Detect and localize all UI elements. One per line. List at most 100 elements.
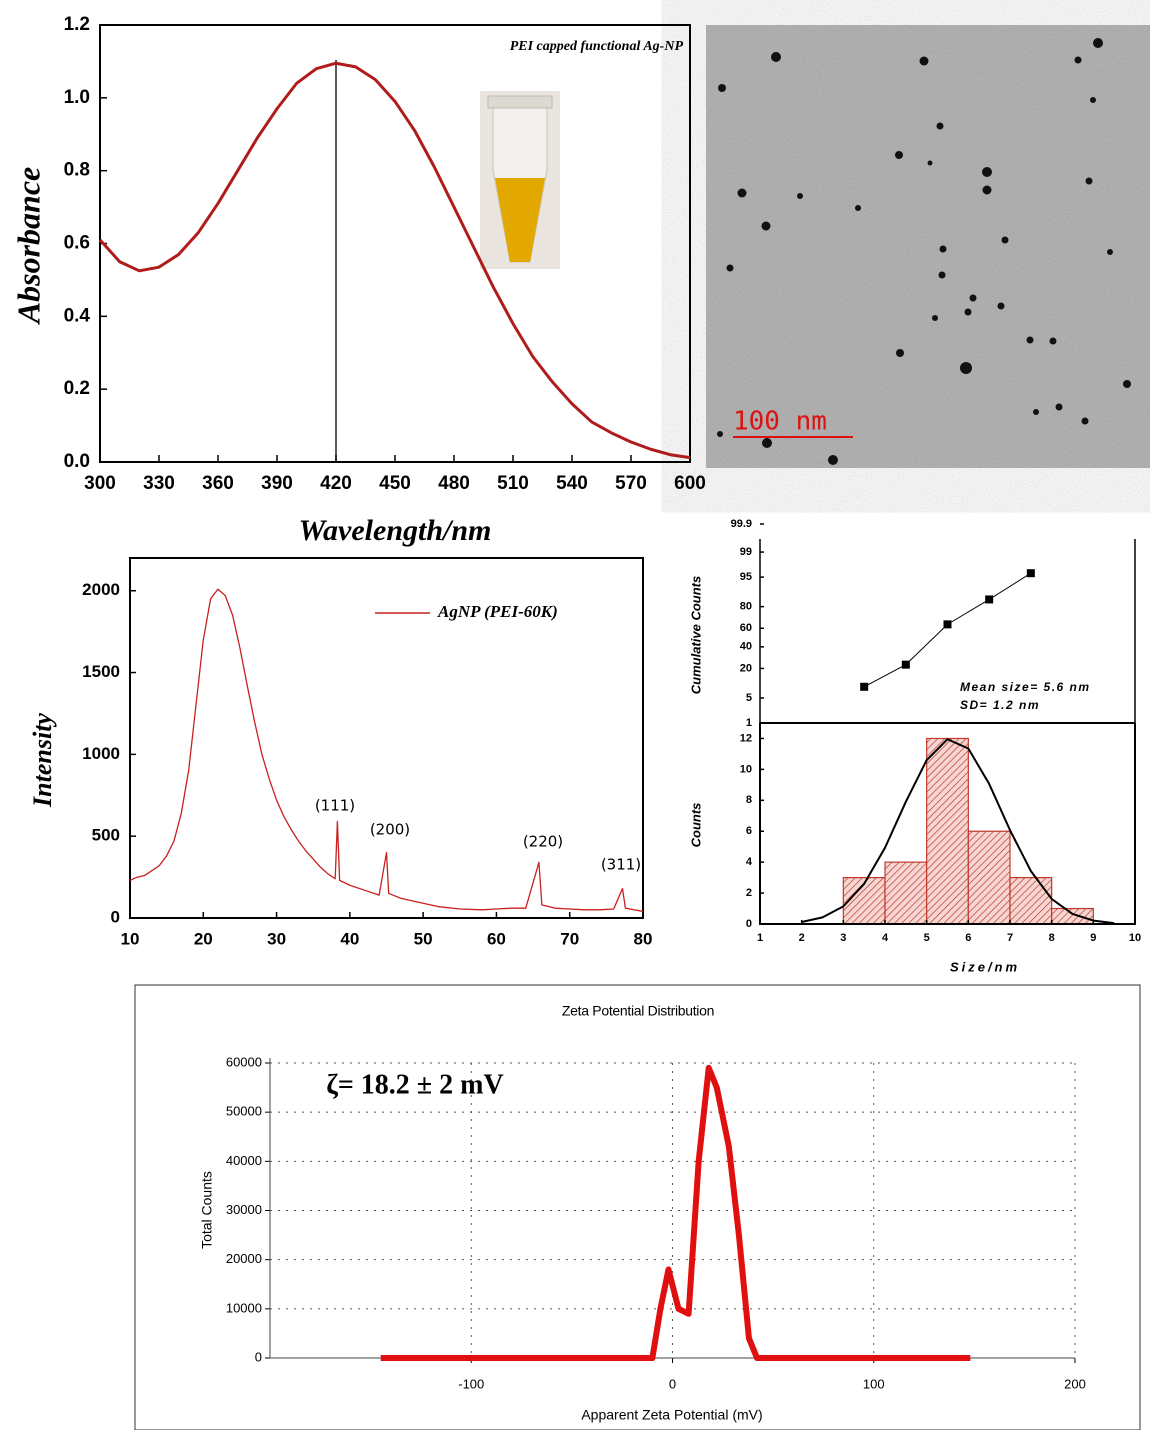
y-tick-label: 40000	[226, 1153, 262, 1168]
annotation: SD= 1.2 nm	[960, 698, 1040, 712]
x-tick-label: 4	[882, 932, 889, 944]
y-tick-label: 60000	[226, 1054, 262, 1069]
x-tick-label: 20	[194, 929, 213, 948]
x-tick-label: 30	[267, 929, 286, 948]
plot-frame	[134, 984, 1141, 1430]
bar	[967, 830, 1011, 925]
y-tick-label: 8	[746, 794, 752, 806]
y-axis-label: Cumulative Counts	[688, 576, 703, 694]
y-tick-label: 10	[740, 763, 752, 775]
x-tick-label: 5	[924, 932, 930, 944]
data-point	[901, 660, 910, 669]
y-axis-label: Total Counts	[199, 1171, 215, 1249]
y-tick-label: 99	[740, 546, 752, 558]
data-point	[985, 595, 994, 604]
data-point	[1026, 569, 1035, 578]
peak-label: (311)	[601, 856, 641, 874]
y-tick-label: 1.0	[64, 87, 90, 108]
y-axis-label: Counts	[688, 803, 703, 848]
annotation: ζ= 18.2 ± 2 mV	[326, 1069, 503, 1100]
y-tick-label: 2000	[82, 580, 120, 599]
x-tick-label: 50	[414, 929, 433, 948]
bar	[1051, 907, 1094, 925]
y-tick-label: 0.4	[64, 305, 91, 326]
y-tick-label: 80	[740, 601, 752, 613]
y-tick-label: 0	[111, 907, 120, 926]
x-tick-label: 70	[560, 929, 579, 948]
peak-label: (200)	[370, 821, 410, 839]
y-tick-label: 2	[746, 887, 752, 899]
y-tick-label: 4	[746, 856, 753, 868]
x-tick-label: 420	[320, 473, 352, 494]
data-point	[943, 620, 952, 629]
y-tick-label: 12	[740, 732, 752, 744]
y-tick-label: 95	[740, 571, 752, 583]
data-line	[98, 61, 691, 460]
y-tick-label: 0.0	[64, 451, 90, 472]
vial-photo	[480, 91, 560, 269]
x-tick-label: 450	[379, 473, 411, 494]
y-tick-label: 0.6	[64, 233, 90, 254]
y-tick-label: 60	[740, 622, 752, 634]
x-tick-label: 540	[556, 473, 588, 494]
legend-label: AgNP (PEI-60K)	[437, 602, 558, 621]
x-tick-label: 3	[840, 932, 846, 944]
y-tick-label: 500	[92, 826, 120, 845]
x-tick-label: 100	[863, 1376, 885, 1391]
data-line	[380, 1064, 971, 1361]
x-tick-label: -100	[458, 1376, 484, 1391]
y-axis-label: Absorbance	[10, 167, 46, 325]
bar	[926, 737, 969, 925]
plot-frame	[759, 539, 1136, 723]
y-tick-label: 5	[746, 692, 752, 704]
x-axis-label: Wavelength/nm	[299, 514, 492, 547]
data-line	[863, 572, 1032, 688]
x-tick-label: 600	[674, 473, 706, 494]
data-line	[801, 738, 1115, 925]
x-tick-label: 6	[965, 932, 971, 944]
bar	[842, 877, 886, 925]
y-tick-label: 20000	[226, 1251, 262, 1266]
y-tick-label: 20	[740, 662, 752, 674]
y-tick-label: 0	[746, 918, 752, 930]
y-tick-label: 6	[746, 825, 752, 837]
annotation: PEI capped functional Ag-NP	[510, 39, 684, 54]
tem-image	[706, 25, 1150, 468]
x-tick-label: 480	[438, 473, 470, 494]
chart-title: Zeta Potential Distribution	[562, 1003, 714, 1019]
x-tick-label: 0	[669, 1376, 676, 1391]
x-tick-label: 330	[143, 473, 175, 494]
x-tick-label: 390	[261, 473, 293, 494]
y-tick-label: 1000	[82, 744, 120, 763]
x-tick-label: 360	[202, 473, 234, 494]
peak-label: (111)	[315, 797, 355, 815]
data-line	[129, 588, 644, 913]
y-tick-label: 30000	[226, 1202, 262, 1217]
annotation: Mean size= 5.6 nm	[960, 680, 1091, 694]
plot-frame	[759, 722, 1136, 925]
x-tick-label: 2	[799, 932, 805, 944]
x-tick-label: 9	[1090, 932, 1096, 944]
y-tick-label: 10000	[226, 1300, 262, 1315]
x-tick-label: 200	[1064, 1376, 1086, 1391]
y-tick-label: 1	[746, 717, 752, 729]
x-tick-label: 40	[340, 929, 359, 948]
x-tick-label: 1	[757, 932, 763, 944]
bar	[1009, 877, 1053, 925]
y-tick-label: 1.2	[64, 14, 90, 35]
x-axis-label: Size/nm	[950, 959, 1020, 974]
x-tick-label: 60	[487, 929, 506, 948]
data-point	[860, 682, 869, 691]
x-tick-label: 10	[121, 929, 140, 948]
y-tick-label: 1500	[82, 662, 120, 681]
x-axis-label: Apparent Zeta Potential (mV)	[581, 1407, 762, 1423]
scale-bar-label: 100 nm	[733, 407, 827, 437]
y-tick-label: 50000	[226, 1104, 262, 1119]
x-tick-label: 7	[1007, 932, 1013, 944]
peak-label: (220)	[523, 833, 563, 851]
x-tick-label: 80	[634, 929, 653, 948]
y-tick-label: 0.2	[64, 378, 90, 399]
x-tick-label: 10	[1129, 932, 1141, 944]
plot-frame	[129, 557, 644, 919]
